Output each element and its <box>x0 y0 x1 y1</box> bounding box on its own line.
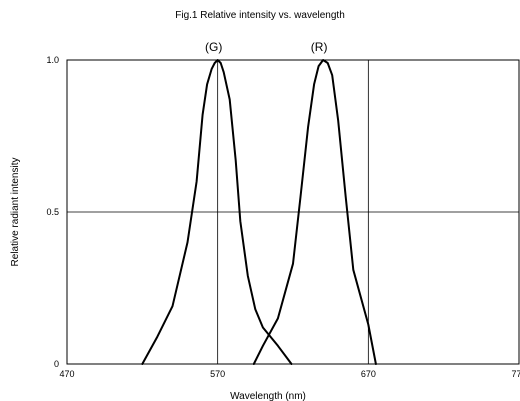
y-tick-label: 0 <box>54 359 59 369</box>
x-tick-label: 570 <box>210 369 225 379</box>
series-lines <box>141 59 377 365</box>
x-tick-label: 670 <box>361 369 376 379</box>
y-tick-label: 0.5 <box>46 207 59 217</box>
series-line-g <box>141 59 293 365</box>
peak-label: (R) <box>311 40 328 54</box>
x-tick-label: 470 <box>59 369 74 379</box>
y-tick-label: 1.0 <box>46 55 59 65</box>
annotations: (G) (R) <box>205 40 327 54</box>
tick-labels: 470 570 670 770 0 0.5 1.0 <box>46 55 520 379</box>
series-line-r <box>252 59 377 365</box>
y-axis-label: Relative radiant intensity <box>10 158 21 267</box>
x-tick-label: 770 <box>511 369 520 379</box>
peak-label: (G) <box>205 40 222 54</box>
chart-title: Fig.1 Relative intensity vs. wavelength <box>175 10 345 21</box>
x-axis-label: Wavelength (nm) <box>230 391 306 401</box>
grid <box>66 59 520 365</box>
